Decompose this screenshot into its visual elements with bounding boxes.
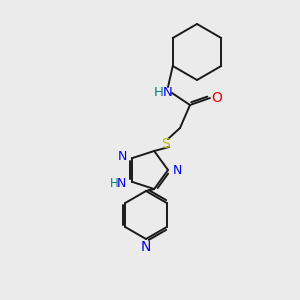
Text: N: N <box>118 150 128 163</box>
Text: O: O <box>212 91 222 105</box>
Text: N: N <box>163 85 173 98</box>
Text: H: H <box>154 85 164 98</box>
Text: N: N <box>172 164 182 176</box>
Text: S: S <box>162 137 170 151</box>
Text: N: N <box>141 240 151 254</box>
Text: H: H <box>110 177 118 190</box>
Text: N: N <box>117 177 127 190</box>
